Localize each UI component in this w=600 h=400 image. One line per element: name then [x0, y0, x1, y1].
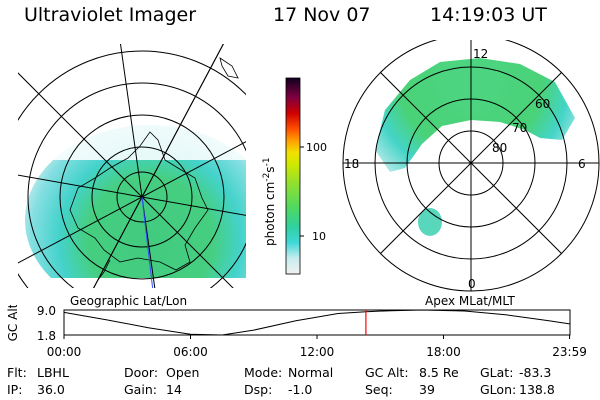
info-label: Seq: [365, 382, 393, 397]
latitude-circle-1 [91, 146, 193, 248]
colorbar-tick-100: 100 [306, 141, 327, 154]
colorbar-unit-s: s [263, 166, 277, 173]
info-value: 36.0 [37, 382, 65, 397]
info-value: -1.0 [288, 382, 313, 397]
aurora-oval-right [375, 58, 575, 172]
info-label: Door: [124, 365, 159, 380]
info-value: 39 [419, 382, 435, 397]
geographic-polar-map [18, 44, 246, 288]
info-value: Normal [288, 365, 334, 380]
left-panel-caption: Geographic Lat/Lon [70, 294, 188, 308]
mlat-label-80: 80 [492, 141, 507, 155]
colorbar-unit: photon cm [263, 181, 277, 246]
mlt-label-12: 12 [473, 47, 488, 61]
colorbar-unit-exp1: -2 [262, 172, 272, 182]
right-panel-caption: Apex MLat/MLT [425, 294, 515, 308]
info-value: 8.5 Re [419, 365, 459, 380]
x-tick-label-1: 06:00 [173, 345, 208, 359]
time-label: 14:19:03 UT [430, 4, 547, 26]
altitude-series-line [63, 309, 570, 336]
coastline-peninsula [97, 259, 111, 281]
info-value: 138.8 [519, 382, 555, 397]
altitude-timeline: 00:00 06:00 12:00 18:00 23:59 9.0 1.8 GC Alt [6, 305, 587, 359]
info-label: GC Alt: [365, 365, 409, 380]
y-tick-label-0: 9.0 [37, 305, 56, 318]
mlat-label-60: 60 [535, 97, 550, 111]
colorbar: 100 10 [285, 77, 327, 275]
mlt-line-3 [380, 72, 562, 254]
info-label: Gain: [124, 382, 157, 397]
info-label: Dsp: [244, 382, 273, 397]
magnetic-polar-map: 12 18 6 0 60 70 80 [342, 40, 600, 292]
x-tick-label-2: 12:00 [300, 345, 335, 359]
colorbar-gradient [285, 77, 301, 275]
latitude-circle-0 [116, 171, 168, 223]
x-tick-label-0: 00:00 [47, 345, 82, 359]
mlt-label-18: 18 [344, 157, 359, 171]
info-label: GLon: [480, 382, 517, 397]
colorbar-label: photon cm-2s-1 [262, 157, 277, 246]
info-label: Mode: [244, 365, 283, 380]
latitude-circle-4 [18, 50, 246, 288]
latitude-circle-3 [27, 82, 246, 288]
info-label: Flt: [7, 365, 27, 380]
info-label: IP: [7, 382, 23, 397]
info-value: Open [166, 365, 200, 380]
info-value: -83.3 [519, 365, 552, 380]
mlt-label-0: 0 [468, 277, 476, 291]
mlt-label-6: 6 [578, 157, 586, 171]
aurora-patch-right [418, 208, 442, 236]
meridian-highlight [141, 196, 154, 288]
mlat-label-70: 70 [512, 121, 527, 135]
aurora-emission-left [25, 125, 246, 288]
latitude-circle-2 [59, 114, 225, 280]
y-tick-label-1: 1.8 [37, 329, 56, 343]
info-label: GLat: [480, 365, 514, 380]
coastline-africa-tip [219, 57, 239, 79]
info-value: LBHL [37, 365, 69, 380]
instrument-title: Ultraviolet Imager [24, 4, 197, 26]
date-label: 17 Nov 07 [273, 4, 371, 26]
x-tick-label-3: 18:00 [426, 345, 461, 359]
colorbar-tick-10: 10 [312, 230, 326, 243]
colorbar-unit-exp2: -1 [262, 157, 272, 167]
y-axis-label: GC Alt [6, 305, 20, 341]
x-tick-label-4: 23:59 [552, 345, 587, 359]
info-value: 14 [166, 382, 182, 397]
